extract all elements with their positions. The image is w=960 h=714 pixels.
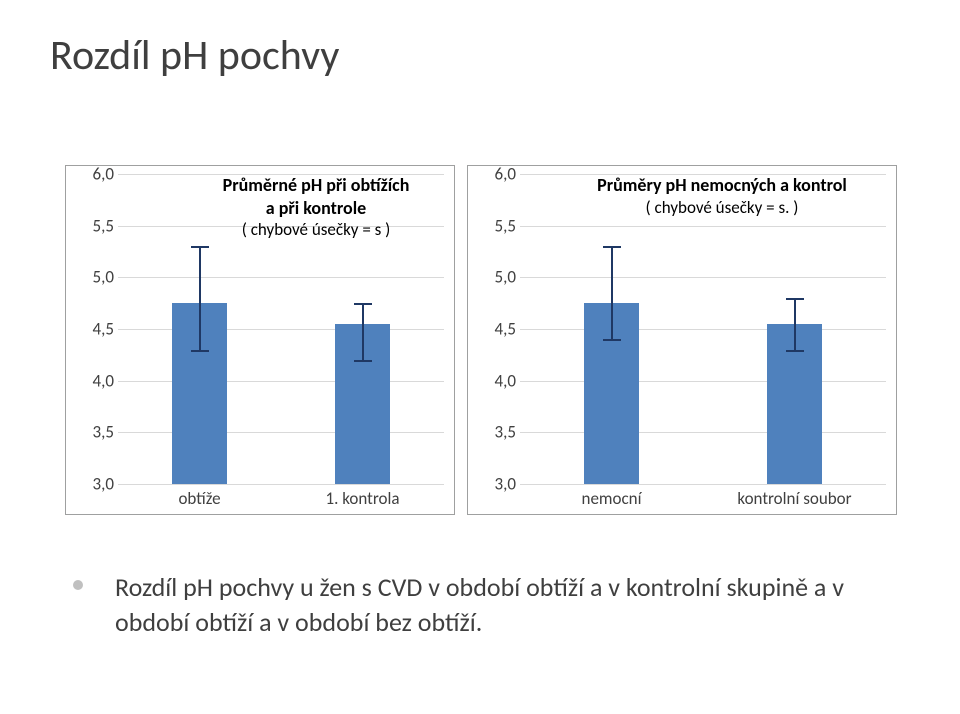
ytick-label: 3,0 [478,474,516,495]
errorbar-cap [786,298,804,300]
errorbar-stem [611,246,613,339]
ytick-label: 3,5 [76,422,114,443]
gridline [118,277,444,278]
errorbar-cap [354,303,372,305]
chart-title-line: Průměry pH nemocných a kontrol [558,174,886,197]
gridline [520,226,886,227]
errorbar-stem [199,246,201,349]
gridline [520,381,886,382]
ytick-label: 4,0 [478,370,516,391]
ytick-label: 5,0 [478,267,516,288]
chart-left-xlabels: obtíže 1. kontrola [118,488,444,510]
errorbar-cap [191,246,209,248]
errorbar-cap [786,350,804,352]
xlabel: 1. kontrola [325,488,399,509]
chart-left-title: Průměrné pH při obtížícha při kontrole( … [206,174,426,240]
ytick-label: 4,5 [478,319,516,340]
xlabel: kontrolní soubor [737,488,851,509]
ytick-label: 3,0 [76,474,114,495]
errorbar-cap [354,360,372,362]
chart-title-line: Průměrné pH při obtížích [206,174,426,197]
gridline [118,484,444,485]
ytick-label: 6,0 [478,164,516,185]
bullet-icon [73,580,83,590]
ytick-label: 3,5 [478,422,516,443]
chart-right-plot: 3,03,54,04,55,05,56,0 [520,174,886,484]
ytick-label: 4,0 [76,370,114,391]
chart-right-title: Průměry pH nemocných a kontrol( chybové … [558,174,886,218]
gridline [520,329,886,330]
ytick-label: 6,0 [76,164,114,185]
page-title: Rozdíl pH pochvy [50,30,339,81]
errorbar-cap [191,350,209,352]
chart-right: 3,03,54,04,55,05,56,0 Průměry pH nemocný… [467,165,897,515]
chart-right-xlabels: nemocní kontrolní soubor [520,488,886,510]
chart-left: 3,0 3,5 4,0 4,5 5,0 5,5 6,0 Průměrné pH při ob… [65,165,455,515]
errorbar-stem [362,303,364,360]
caption-text: Rozdíl pH pochvy u žen s CVD v období ob… [115,570,880,640]
gridline [118,329,444,330]
xlabel: nemocní [582,488,642,509]
gridline [520,484,886,485]
gridline [520,277,886,278]
gridline [520,432,886,433]
errorbar-cap [603,246,621,248]
chart-title-line: a při kontrole [206,197,426,220]
gridline [118,381,444,382]
gridline [118,432,444,433]
slide: Rozdíl pH pochvy 3,03,54,04,55,05,56,0 P… [0,0,960,714]
chart-subtitle: ( chybové úsečky = s ) [206,219,426,240]
chart-subtitle: ( chybové úsečky = s. ) [558,197,886,218]
errorbar-stem [794,298,796,350]
errorbar-cap [603,339,621,341]
ytick-label: 5,5 [76,215,114,236]
ytick-label: 5,5 [478,215,516,236]
ytick-label: 5,0 [76,267,114,288]
xlabel: obtíže [178,488,220,509]
charts-row: 3,03,54,04,55,05,56,0 Průměrné pH při ob… [65,165,897,515]
ytick-label: 4,5 [76,319,114,340]
